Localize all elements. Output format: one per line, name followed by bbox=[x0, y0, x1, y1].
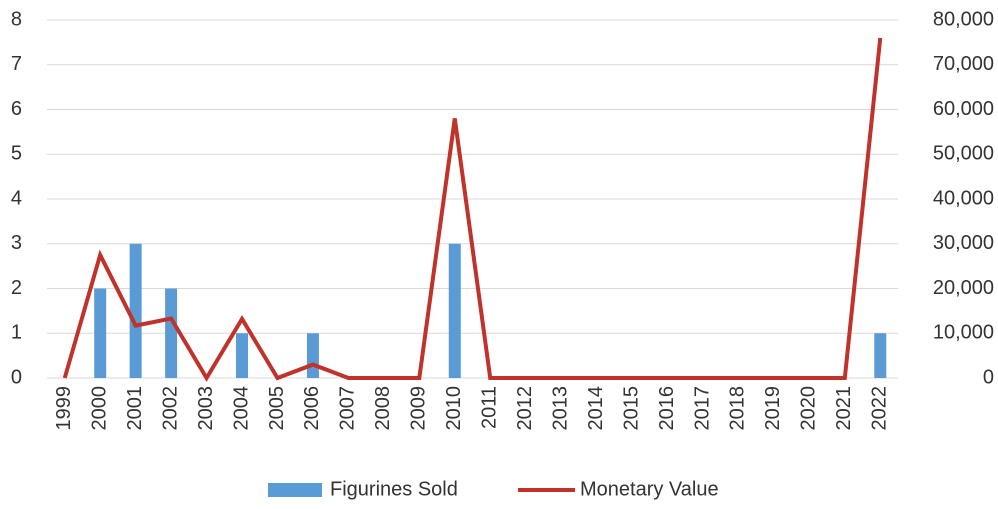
bar bbox=[448, 243, 461, 378]
y-tick-label: 4 bbox=[11, 187, 22, 209]
x-tick-label: 2000 bbox=[88, 386, 110, 431]
y2-tick-label: 70,000 bbox=[933, 53, 994, 75]
legend-label: Monetary Value bbox=[580, 478, 719, 500]
x-tick-label: 2015 bbox=[620, 386, 642, 431]
x-tick-label: 1999 bbox=[53, 386, 75, 431]
x-tick-label: 2018 bbox=[727, 386, 749, 431]
x-tick-label: 2001 bbox=[124, 386, 146, 431]
y2-tick-label: 40,000 bbox=[933, 187, 994, 209]
x-tick-label: 2016 bbox=[656, 386, 678, 431]
x-tick-label: 2017 bbox=[691, 386, 713, 431]
y2-tick-label: 0 bbox=[983, 366, 994, 388]
y2-tick-label: 60,000 bbox=[933, 98, 994, 120]
y-tick-label: 2 bbox=[11, 277, 22, 299]
x-tick-label: 2002 bbox=[159, 386, 181, 431]
legend-swatch bbox=[268, 483, 322, 497]
bar bbox=[94, 288, 107, 378]
x-tick-label: 2004 bbox=[230, 386, 252, 431]
bar bbox=[165, 288, 178, 378]
y-tick-label: 3 bbox=[11, 232, 22, 254]
x-tick-label: 2010 bbox=[443, 386, 465, 431]
y2-tick-label: 80,000 bbox=[933, 8, 994, 30]
x-tick-label: 2019 bbox=[762, 386, 784, 431]
x-tick-label: 2013 bbox=[549, 386, 571, 431]
y-tick-label: 1 bbox=[11, 322, 22, 344]
x-tick-label: 2006 bbox=[301, 386, 323, 431]
x-tick-label: 2014 bbox=[585, 386, 607, 431]
y-tick-label: 8 bbox=[11, 8, 22, 30]
x-tick-label: 2020 bbox=[798, 386, 820, 431]
bar bbox=[129, 243, 142, 378]
y-tick-label: 0 bbox=[11, 366, 22, 388]
x-tick-label: 2008 bbox=[372, 386, 394, 431]
bar bbox=[306, 333, 319, 378]
line bbox=[62, 37, 883, 382]
y-tick-label: 6 bbox=[11, 98, 22, 120]
legend-label: Figurines Sold bbox=[330, 478, 458, 500]
x-tick-label: 2007 bbox=[337, 386, 359, 431]
y2-tick-label: 10,000 bbox=[933, 322, 994, 344]
y2-tick-label: 50,000 bbox=[933, 143, 994, 165]
x-tick-label: 2005 bbox=[266, 386, 288, 431]
y-tick-label: 7 bbox=[11, 53, 22, 75]
x-tick-label: 2003 bbox=[195, 386, 217, 431]
y-tick-label: 5 bbox=[11, 143, 22, 165]
x-tick-label: 2021 bbox=[833, 386, 855, 431]
bar bbox=[236, 333, 249, 378]
x-tick-label: 2009 bbox=[408, 386, 430, 431]
y2-tick-label: 30,000 bbox=[933, 232, 994, 254]
x-tick-label: 2011 bbox=[479, 386, 501, 429]
x-tick-label: 2012 bbox=[514, 386, 536, 431]
y2-tick-label: 20,000 bbox=[933, 277, 994, 299]
x-tick-label: 2022 bbox=[869, 386, 891, 431]
bar bbox=[874, 333, 887, 378]
